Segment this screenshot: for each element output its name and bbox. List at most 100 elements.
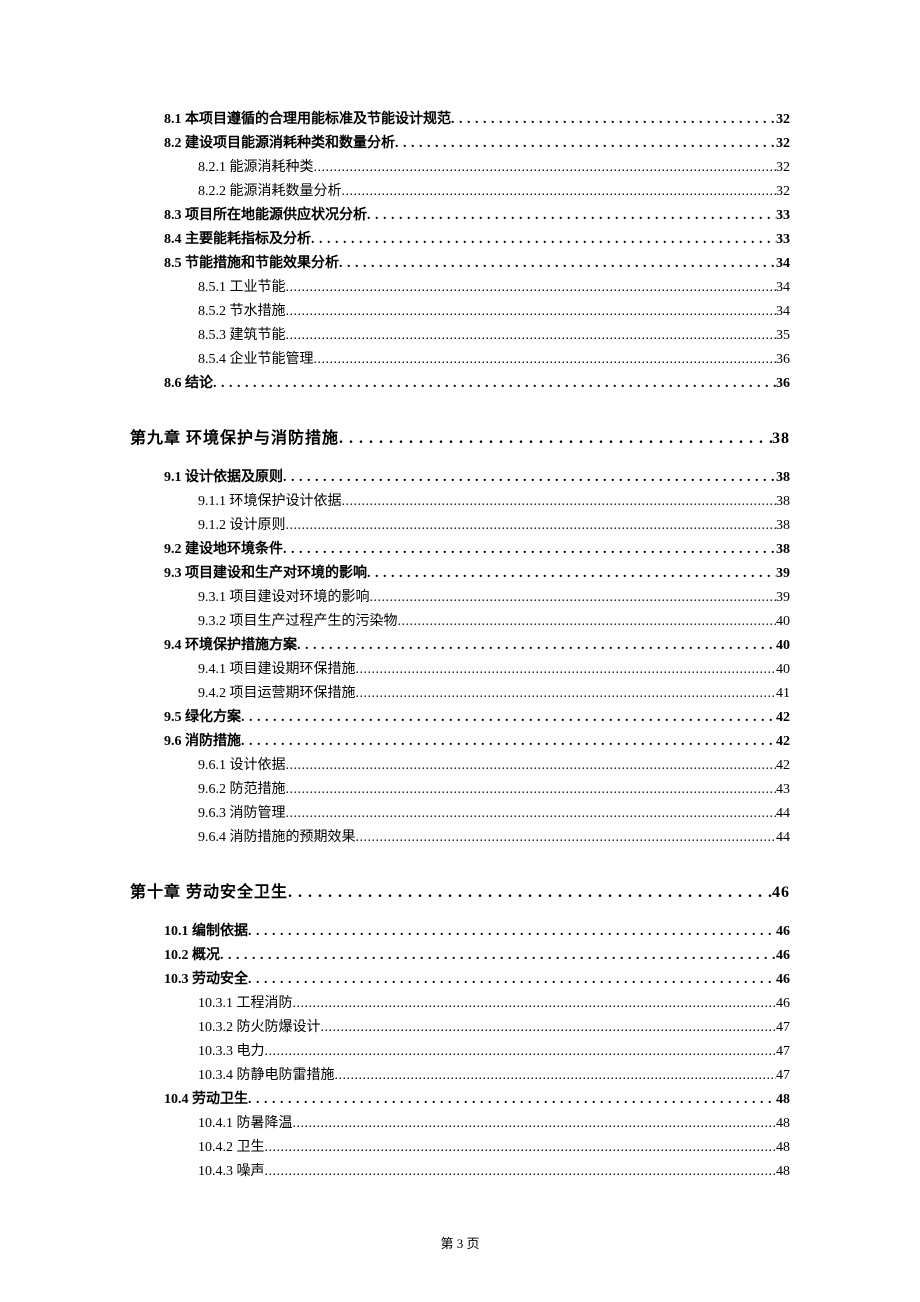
toc-entry: 9.6.1 设计依据42: [130, 754, 790, 778]
toc-page-number: 36: [776, 372, 790, 396]
toc-page-number: 48: [776, 1136, 790, 1160]
toc-entry: 9.3 项目建设和生产对环境的影响39: [130, 562, 790, 586]
toc-leader-dots: [220, 944, 776, 968]
toc-label: 9.5 绿化方案: [164, 706, 241, 730]
toc-leader-dots: [286, 514, 777, 538]
toc-entry: 9.1.1 环境保护设计依据 38: [130, 490, 790, 514]
toc-label: 8.5.2 节水措施: [198, 300, 286, 324]
toc-entry: 10.3 劳动安全46: [130, 968, 790, 992]
toc-label: 8.3 项目所在地能源供应状况分析: [164, 204, 367, 228]
toc-page-number: 38: [772, 430, 790, 448]
toc-label: 10.4.2 卫生: [198, 1136, 265, 1160]
toc-page-number: 42: [776, 730, 790, 754]
toc-leader-dots: [335, 1064, 777, 1088]
toc-label: 10.3.3 电力: [198, 1040, 265, 1064]
toc-entry: 9.5 绿化方案42: [130, 706, 790, 730]
toc-entry: 8.6 结论 36: [130, 372, 790, 396]
toc-label: 9.1.1 环境保护设计依据: [198, 490, 342, 514]
toc-leader-dots: [241, 730, 776, 754]
toc-entry: 8.5.2 节水措施 34: [130, 300, 790, 324]
toc-label: 9.4.2 项目运营期环保措施: [198, 682, 356, 706]
toc-label: 10.3.2 防火防爆设计: [198, 1016, 321, 1040]
toc-label: 9.4 环境保护措施方案: [164, 634, 297, 658]
toc-leader-dots: [297, 634, 776, 658]
toc-page-number: 46: [776, 920, 790, 944]
toc-leader-dots: [265, 1040, 777, 1064]
toc-entry: 8.1 本项目遵循的合理用能标准及节能设计规范32: [130, 108, 790, 132]
toc-leader-dots: [286, 778, 777, 802]
toc-page-number: 38: [776, 514, 790, 538]
toc-label: 8.1 本项目遵循的合理用能标准及节能设计规范: [164, 108, 451, 132]
toc-entry: 9.3.1 项目建设对环境的影响39: [130, 586, 790, 610]
toc-page-number: 38: [776, 490, 790, 514]
toc-page-number: 33: [776, 228, 790, 252]
toc-entry: 第十章 劳动安全卫生46: [130, 878, 790, 902]
toc-page-number: 44: [776, 802, 790, 826]
toc-leader-dots: [213, 372, 776, 396]
toc-leader-dots: [342, 490, 777, 514]
toc-page-number: 34: [776, 276, 790, 300]
toc-leader-dots: [248, 968, 776, 992]
toc-entry: 8.5 节能措施和节能效果分析 34: [130, 252, 790, 276]
toc-entry: 8.3 项目所在地能源供应状况分析 33: [130, 204, 790, 228]
toc-leader-dots: [265, 1136, 777, 1160]
toc-page-number: 35: [776, 324, 790, 348]
toc-leader-dots: [286, 300, 777, 324]
toc-page-number: 38: [776, 538, 790, 562]
toc-page-number: 33: [776, 204, 790, 228]
toc-entry: 10.4.1 防暑降温48: [130, 1112, 790, 1136]
toc-page-number: 32: [776, 180, 790, 204]
toc-leader-dots: [367, 562, 776, 586]
toc-label: 9.6.3 消防管理: [198, 802, 286, 826]
toc-leader-dots: [356, 658, 777, 682]
toc-label: 9.6.2 防范措施: [198, 778, 286, 802]
toc-label: 8.5 节能措施和节能效果分析: [164, 252, 339, 276]
toc-leader-dots: [370, 586, 777, 610]
toc-leader-dots: [248, 920, 776, 944]
toc-page-number: 32: [776, 156, 790, 180]
toc-page-number: 32: [776, 132, 790, 156]
toc-label: 9.1 设计依据及原则: [164, 466, 283, 490]
toc-label: 8.5.3 建筑节能: [198, 324, 286, 348]
toc-leader-dots: [286, 754, 777, 778]
toc-page-number: 47: [776, 1064, 790, 1088]
toc-label: 9.1.2 设计原则: [198, 514, 286, 538]
toc-leader-dots: [283, 538, 776, 562]
toc-label: 8.6 结论: [164, 372, 213, 396]
toc-leader-dots: [339, 252, 776, 276]
page-footer: 第 3 页: [0, 1233, 920, 1252]
toc-leader-dots: [265, 1160, 777, 1184]
toc-label: 8.2.2 能源消耗数量分析: [198, 180, 342, 204]
toc-entry: 10.3.4 防静电防雷措施47: [130, 1064, 790, 1088]
toc-entry: 10.3.3 电力47: [130, 1040, 790, 1064]
toc-entry: 9.4.1 项目建设期环保措施40: [130, 658, 790, 682]
toc-page-number: 46: [776, 944, 790, 968]
toc-page-number: 47: [776, 1016, 790, 1040]
toc-leader-dots: [342, 180, 777, 204]
toc-entry: 9.1 设计依据及原则38: [130, 466, 790, 490]
toc-label: 9.3.1 项目建设对环境的影响: [198, 586, 370, 610]
toc-page-number: 40: [776, 634, 790, 658]
toc-label: 8.5.4 企业节能管理: [198, 348, 314, 372]
toc-entry: 8.5.3 建筑节能 35: [130, 324, 790, 348]
toc-page-number: 34: [776, 300, 790, 324]
toc-label: 10.2 概况: [164, 944, 220, 968]
toc-leader-dots: [367, 204, 776, 228]
toc-leader-dots: [241, 706, 776, 730]
toc-label: 9.6.4 消防措施的预期效果: [198, 826, 356, 850]
toc-entry: 8.5.1 工业节能34: [130, 276, 790, 300]
toc-entry: 8.2.2 能源消耗数量分析 32: [130, 180, 790, 204]
toc-label: 10.4 劳动卫生: [164, 1088, 248, 1112]
toc-entry: 10.4.3 噪声48: [130, 1160, 790, 1184]
toc-entry: 8.2.1 能源消耗种类32: [130, 156, 790, 180]
toc-label: 10.3 劳动安全: [164, 968, 248, 992]
toc-entry: 9.2 建设地环境条件 38: [130, 538, 790, 562]
toc-page-number: 46: [772, 884, 790, 902]
toc-entry: 9.3.2 项目生产过程产生的污染物40: [130, 610, 790, 634]
toc-label: 9.2 建设地环境条件: [164, 538, 283, 562]
toc-leader-dots: [283, 466, 776, 490]
toc-entry: 10.4 劳动卫生48: [130, 1088, 790, 1112]
toc-label: 9.6.1 设计依据: [198, 754, 286, 778]
toc-entry: 9.4.2 项目运营期环保措施41: [130, 682, 790, 706]
toc-page-number: 34: [776, 252, 790, 276]
